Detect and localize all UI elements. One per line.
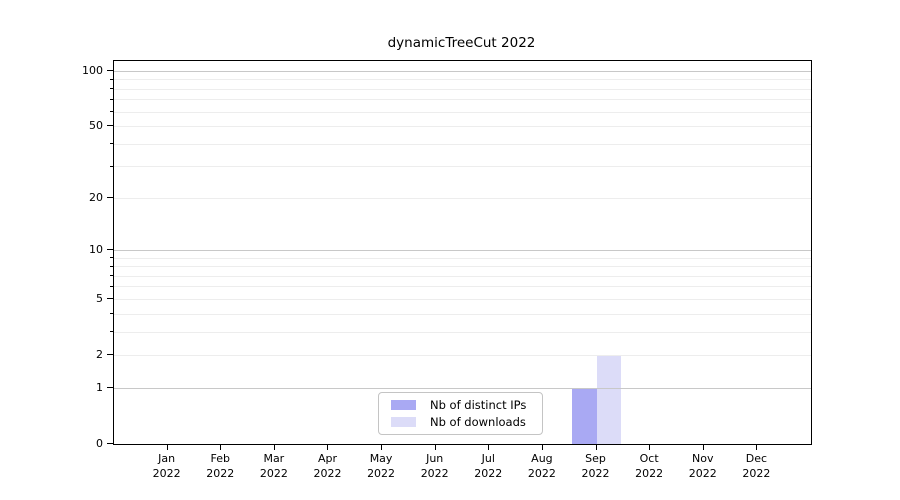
y-axis-tick [107, 387, 113, 389]
y-axis-minor-tick [109, 331, 113, 333]
x-axis-tick [434, 444, 436, 450]
x-axis-tick-label: Feb 2022 [206, 452, 235, 480]
gridline-minor [114, 143, 811, 145]
y-axis-tick-label: 100 [82, 63, 103, 77]
y-axis-tick [107, 70, 113, 72]
y-axis-minor-tick [109, 285, 113, 287]
gridline-minor [114, 275, 811, 277]
y-axis-minor-tick [109, 165, 113, 167]
x-axis-tick-label: Jun 2022 [420, 452, 449, 480]
grid-layer [114, 61, 811, 444]
gridline-minor [114, 331, 811, 333]
y-axis-minor-tick [109, 313, 113, 315]
legend-swatch-downloads [391, 417, 416, 427]
x-axis-tick-label: Jul 2022 [474, 452, 503, 480]
gridline-minor [114, 298, 811, 300]
x-axis-tick-label: Aug 2022 [527, 452, 556, 480]
y-axis-minor-tick [109, 257, 113, 259]
y-axis-tick-label: 1 [96, 380, 103, 394]
x-axis-tick [702, 444, 704, 450]
y-axis-minor-tick [109, 143, 113, 145]
x-axis-tick-label: Sep 2022 [581, 452, 610, 480]
y-axis-tick-label: 20 [89, 190, 103, 204]
chart-title: dynamicTreeCut 2022 [387, 35, 536, 51]
y-axis-minor-tick [109, 275, 113, 277]
plot-area [113, 60, 812, 445]
gridline-minor [114, 125, 811, 127]
x-axis-tick [381, 444, 383, 450]
legend-swatch-distinct-ips [391, 400, 416, 410]
x-axis-tick-label: May 2022 [367, 452, 396, 480]
legend: Nb of distinct IPs Nb of downloads [378, 392, 543, 435]
y-axis-minor-tick [109, 78, 113, 80]
x-axis-tick [273, 444, 275, 450]
x-axis-tick-label: Oct 2022 [635, 452, 664, 480]
y-axis-minor-tick [109, 98, 113, 100]
legend-item-distinct-ips: Nb of distinct IPs [391, 398, 534, 412]
bar-sep-downloads [596, 355, 622, 444]
y-axis-tick-label: 2 [96, 347, 103, 361]
x-axis-tick [327, 444, 329, 450]
legend-item-downloads: Nb of downloads [391, 415, 534, 429]
x-axis-tick [649, 444, 651, 450]
gridline-minor [114, 313, 811, 315]
y-axis-tick-label: 0 [96, 436, 103, 450]
x-axis-tick [166, 444, 168, 450]
x-axis-tick [488, 444, 490, 450]
x-axis-tick-label: Nov 2022 [688, 452, 717, 480]
x-axis-tick-label: Jan 2022 [152, 452, 181, 480]
x-axis-tick-label: Mar 2022 [259, 452, 288, 480]
gridline-minor [114, 111, 811, 113]
y-axis-minor-tick [109, 88, 113, 90]
gridline-decade [114, 387, 811, 389]
y-axis-tick [107, 443, 113, 444]
gridline-minor [114, 88, 811, 90]
gridline-decade [114, 249, 811, 251]
gridline-minor [114, 286, 811, 288]
y-axis-tick [107, 298, 113, 300]
y-axis-tick-label: 10 [89, 242, 103, 256]
x-axis-tick-label: Apr 2022 [313, 452, 342, 480]
gridline-minor [114, 166, 811, 168]
bar-sep-distinct-ips [571, 388, 597, 444]
gridline-minor [114, 197, 811, 199]
y-axis-tick-label: 5 [96, 291, 103, 305]
x-axis-tick [541, 444, 543, 450]
y-axis-tick [107, 197, 113, 199]
gridline-minor [114, 79, 811, 81]
gridline-minor [114, 354, 811, 356]
bars-layer [114, 61, 811, 444]
y-axis-minor-tick [109, 111, 113, 113]
gridline-decade [114, 70, 811, 72]
legend-label-distinct-ips: Nb of distinct IPs [430, 398, 527, 412]
legend-label-downloads: Nb of downloads [430, 415, 526, 429]
x-axis-tick [595, 444, 597, 450]
x-axis-tick [220, 444, 222, 450]
y-axis-minor-tick [109, 265, 113, 267]
y-axis-tick [107, 354, 113, 356]
y-axis-tick [107, 125, 113, 127]
y-axis-tick [107, 249, 113, 251]
gridline-minor [114, 266, 811, 268]
y-axis-tick-label: 50 [89, 118, 103, 132]
x-axis-tick-label: Dec 2022 [742, 452, 771, 480]
gridline-minor [114, 99, 811, 101]
x-axis-tick [756, 444, 758, 450]
gridline-minor [114, 257, 811, 259]
